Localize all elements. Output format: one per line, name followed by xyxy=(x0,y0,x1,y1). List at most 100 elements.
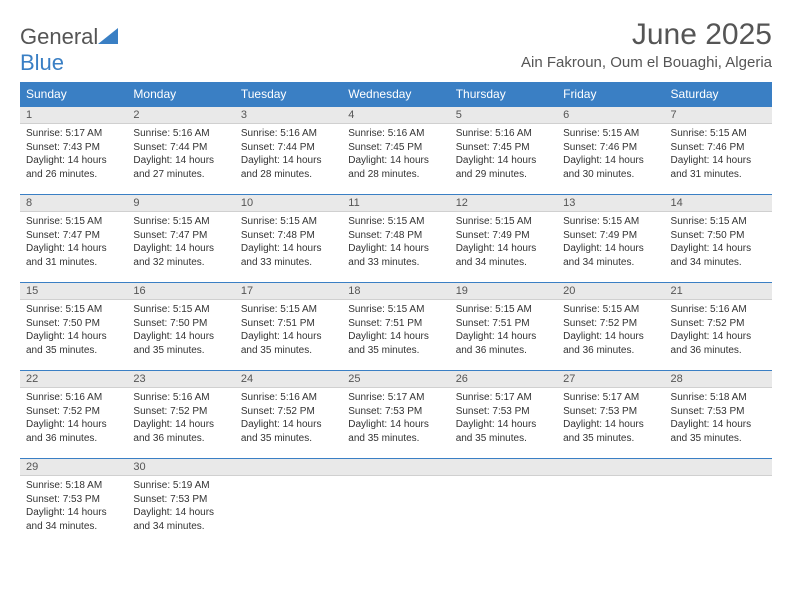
sunrise-line: Sunrise: 5:18 AM xyxy=(671,391,766,405)
daylight-line: Daylight: 14 hours and 36 minutes. xyxy=(671,330,766,357)
sunset-line: Sunset: 7:52 PM xyxy=(563,317,658,331)
calendar-day-cell: 9Sunrise: 5:15 AMSunset: 7:47 PMDaylight… xyxy=(127,194,234,282)
sunrise-line: Sunrise: 5:15 AM xyxy=(671,215,766,229)
sunset-line: Sunset: 7:50 PM xyxy=(26,317,121,331)
daylight-line: Daylight: 14 hours and 31 minutes. xyxy=(671,154,766,181)
sunset-line: Sunset: 7:53 PM xyxy=(133,493,228,507)
daylight-line: Daylight: 14 hours and 26 minutes. xyxy=(26,154,121,181)
daylight-line: Daylight: 14 hours and 35 minutes. xyxy=(456,418,551,445)
calendar-day-cell: 6Sunrise: 5:15 AMSunset: 7:46 PMDaylight… xyxy=(557,106,664,194)
day-content-empty xyxy=(557,476,664,536)
day-number: 30 xyxy=(127,458,234,476)
day-content: Sunrise: 5:15 AMSunset: 7:51 PMDaylight:… xyxy=(450,300,557,361)
day-number: 25 xyxy=(342,370,449,388)
day-content: Sunrise: 5:16 AMSunset: 7:52 PMDaylight:… xyxy=(235,388,342,449)
calendar-day-cell: 21Sunrise: 5:16 AMSunset: 7:52 PMDayligh… xyxy=(665,282,772,370)
day-number-empty xyxy=(450,458,557,476)
sunset-line: Sunset: 7:50 PM xyxy=(133,317,228,331)
daylight-line: Daylight: 14 hours and 27 minutes. xyxy=(133,154,228,181)
calendar-week-row: 1Sunrise: 5:17 AMSunset: 7:43 PMDaylight… xyxy=(20,106,772,194)
sunset-line: Sunset: 7:49 PM xyxy=(456,229,551,243)
calendar-table: SundayMondayTuesdayWednesdayThursdayFrid… xyxy=(20,82,772,546)
logo: General Blue xyxy=(20,18,118,76)
calendar-day-cell xyxy=(665,458,772,546)
day-number-empty xyxy=(557,458,664,476)
day-content: Sunrise: 5:15 AMSunset: 7:46 PMDaylight:… xyxy=(665,124,772,185)
header: General Blue June 2025 Ain Fakroun, Oum … xyxy=(20,18,772,76)
weekday-header: Saturday xyxy=(665,82,772,106)
calendar-week-row: 29Sunrise: 5:18 AMSunset: 7:53 PMDayligh… xyxy=(20,458,772,546)
daylight-line: Daylight: 14 hours and 28 minutes. xyxy=(348,154,443,181)
calendar-day-cell: 2Sunrise: 5:16 AMSunset: 7:44 PMDaylight… xyxy=(127,106,234,194)
day-content: Sunrise: 5:15 AMSunset: 7:51 PMDaylight:… xyxy=(342,300,449,361)
day-number: 14 xyxy=(665,194,772,212)
sunrise-line: Sunrise: 5:15 AM xyxy=(133,303,228,317)
sunrise-line: Sunrise: 5:15 AM xyxy=(241,303,336,317)
sunset-line: Sunset: 7:52 PM xyxy=(671,317,766,331)
daylight-line: Daylight: 14 hours and 34 minutes. xyxy=(563,242,658,269)
sunset-line: Sunset: 7:53 PM xyxy=(456,405,551,419)
sunset-line: Sunset: 7:53 PM xyxy=(26,493,121,507)
day-content: Sunrise: 5:15 AMSunset: 7:51 PMDaylight:… xyxy=(235,300,342,361)
sunset-line: Sunset: 7:48 PM xyxy=(348,229,443,243)
day-number: 11 xyxy=(342,194,449,212)
daylight-line: Daylight: 14 hours and 31 minutes. xyxy=(26,242,121,269)
sunset-line: Sunset: 7:51 PM xyxy=(456,317,551,331)
daylight-line: Daylight: 14 hours and 35 minutes. xyxy=(348,330,443,357)
calendar-day-cell: 24Sunrise: 5:16 AMSunset: 7:52 PMDayligh… xyxy=(235,370,342,458)
sunrise-line: Sunrise: 5:17 AM xyxy=(563,391,658,405)
sunset-line: Sunset: 7:43 PM xyxy=(26,141,121,155)
sunset-line: Sunset: 7:51 PM xyxy=(348,317,443,331)
daylight-line: Daylight: 14 hours and 36 minutes. xyxy=(133,418,228,445)
daylight-line: Daylight: 14 hours and 34 minutes. xyxy=(133,506,228,533)
sunrise-line: Sunrise: 5:16 AM xyxy=(671,303,766,317)
sunrise-line: Sunrise: 5:15 AM xyxy=(671,127,766,141)
day-number: 8 xyxy=(20,194,127,212)
daylight-line: Daylight: 14 hours and 35 minutes. xyxy=(241,418,336,445)
daylight-line: Daylight: 14 hours and 35 minutes. xyxy=(241,330,336,357)
day-content: Sunrise: 5:15 AMSunset: 7:50 PMDaylight:… xyxy=(20,300,127,361)
logo-triangle-icon xyxy=(98,28,118,44)
day-content: Sunrise: 5:15 AMSunset: 7:47 PMDaylight:… xyxy=(127,212,234,273)
calendar-body: 1Sunrise: 5:17 AMSunset: 7:43 PMDaylight… xyxy=(20,106,772,546)
sunrise-line: Sunrise: 5:16 AM xyxy=(241,127,336,141)
sunset-line: Sunset: 7:44 PM xyxy=(133,141,228,155)
day-content: Sunrise: 5:16 AMSunset: 7:44 PMDaylight:… xyxy=(235,124,342,185)
day-number: 27 xyxy=(557,370,664,388)
day-number: 24 xyxy=(235,370,342,388)
day-content: Sunrise: 5:16 AMSunset: 7:52 PMDaylight:… xyxy=(665,300,772,361)
sunrise-line: Sunrise: 5:15 AM xyxy=(456,215,551,229)
day-number: 16 xyxy=(127,282,234,300)
daylight-line: Daylight: 14 hours and 28 minutes. xyxy=(241,154,336,181)
calendar-day-cell: 28Sunrise: 5:18 AMSunset: 7:53 PMDayligh… xyxy=(665,370,772,458)
daylight-line: Daylight: 14 hours and 33 minutes. xyxy=(241,242,336,269)
weekday-header: Monday xyxy=(127,82,234,106)
day-content: Sunrise: 5:16 AMSunset: 7:52 PMDaylight:… xyxy=(20,388,127,449)
day-number: 17 xyxy=(235,282,342,300)
daylight-line: Daylight: 14 hours and 32 minutes. xyxy=(133,242,228,269)
day-content: Sunrise: 5:17 AMSunset: 7:53 PMDaylight:… xyxy=(557,388,664,449)
daylight-line: Daylight: 14 hours and 35 minutes. xyxy=(26,330,121,357)
day-content: Sunrise: 5:15 AMSunset: 7:48 PMDaylight:… xyxy=(235,212,342,273)
sunrise-line: Sunrise: 5:15 AM xyxy=(563,215,658,229)
sunrise-line: Sunrise: 5:19 AM xyxy=(133,479,228,493)
day-number: 7 xyxy=(665,106,772,124)
calendar-day-cell: 20Sunrise: 5:15 AMSunset: 7:52 PMDayligh… xyxy=(557,282,664,370)
day-number: 10 xyxy=(235,194,342,212)
calendar-day-cell: 3Sunrise: 5:16 AMSunset: 7:44 PMDaylight… xyxy=(235,106,342,194)
day-number: 18 xyxy=(342,282,449,300)
calendar-day-cell: 18Sunrise: 5:15 AMSunset: 7:51 PMDayligh… xyxy=(342,282,449,370)
sunset-line: Sunset: 7:51 PM xyxy=(241,317,336,331)
weekday-header-row: SundayMondayTuesdayWednesdayThursdayFrid… xyxy=(20,82,772,106)
daylight-line: Daylight: 14 hours and 35 minutes. xyxy=(133,330,228,357)
logo-text-1: General xyxy=(20,24,98,49)
sunset-line: Sunset: 7:52 PM xyxy=(26,405,121,419)
calendar-day-cell: 27Sunrise: 5:17 AMSunset: 7:53 PMDayligh… xyxy=(557,370,664,458)
sunrise-line: Sunrise: 5:16 AM xyxy=(26,391,121,405)
weekday-header: Wednesday xyxy=(342,82,449,106)
day-content: Sunrise: 5:17 AMSunset: 7:53 PMDaylight:… xyxy=(342,388,449,449)
day-number: 26 xyxy=(450,370,557,388)
daylight-line: Daylight: 14 hours and 36 minutes. xyxy=(456,330,551,357)
day-content: Sunrise: 5:15 AMSunset: 7:46 PMDaylight:… xyxy=(557,124,664,185)
calendar-day-cell xyxy=(557,458,664,546)
